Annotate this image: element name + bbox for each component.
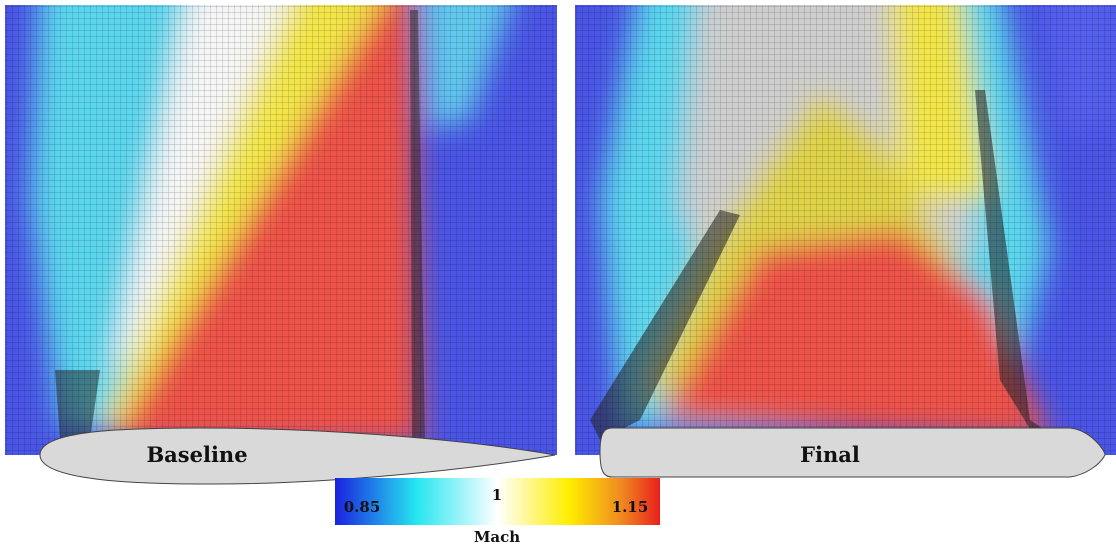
- panel-label: Baseline: [146, 442, 247, 467]
- baseline-field: [5, 0, 557, 455]
- colorbar-label: Mach: [474, 528, 520, 546]
- colorbar-tick: 0.85: [344, 498, 381, 516]
- colorbar-tick: 1.15: [612, 498, 649, 516]
- figure: Baseline Final 0.85 1 1.15 Mach: [0, 0, 1116, 548]
- colorbar-tick: 1: [492, 486, 502, 504]
- panel-label: Final: [800, 442, 860, 467]
- final-field: [575, 0, 1116, 455]
